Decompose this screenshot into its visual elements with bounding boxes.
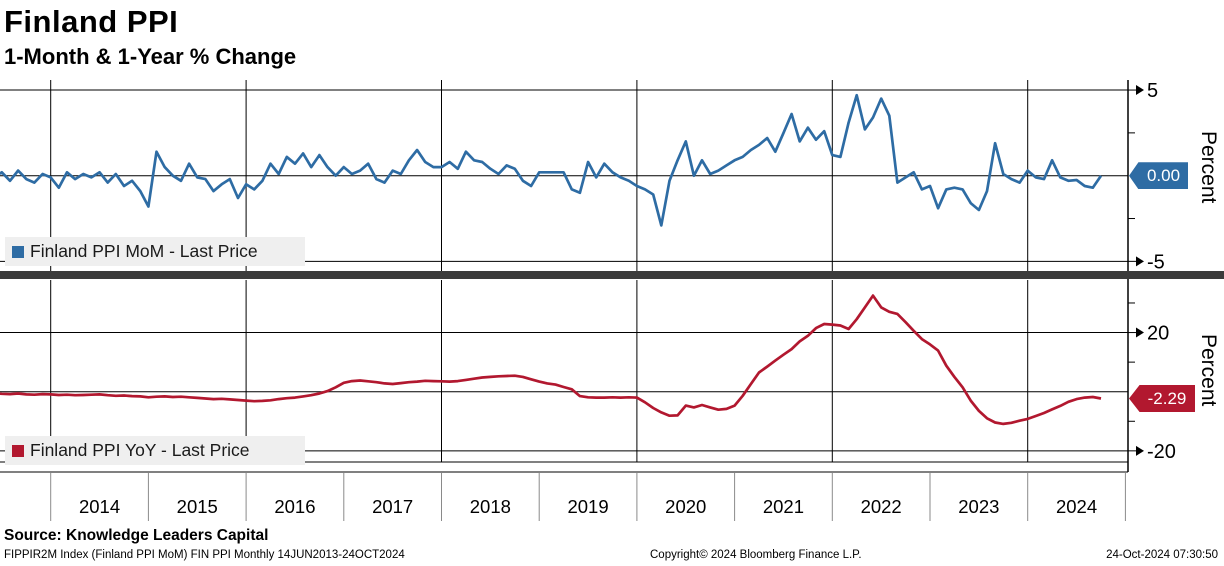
svg-text:5: 5 [1147,80,1158,102]
year-tick-label: 2014 [79,496,120,517]
year-tick-label: 2017 [372,496,413,517]
svg-text:-5: -5 [1147,251,1165,273]
legend-mom-label: Finland PPI MoM - Last Price [30,241,258,261]
legend-yoy[interactable]: Finland PPI YoY - Last Price [5,436,305,465]
year-tick-label: 2015 [177,496,218,517]
year-tick-label: 2023 [958,496,999,517]
svg-text:-20: -20 [1147,441,1176,463]
last-price-tag-mom: 0.00 [1129,162,1188,190]
year-tick-label: 2018 [470,496,511,517]
ticker-info: FIPPIR2M Index (Finland PPI MoM) FIN PPI… [4,549,405,561]
year-tick-label: 2021 [763,496,804,517]
timestamp: 24-Oct-2024 07:30:50 [1106,549,1218,561]
year-tick-label: 2019 [567,496,608,517]
year-tick-label: 2016 [274,496,315,517]
copyright-notice: Copyright© 2024 Bloomberg Finance L.P. [650,549,862,561]
yoy-series-swatch-icon [12,444,24,457]
page-title: Finland PPI [4,4,179,39]
mom-series-swatch-icon [12,245,24,258]
axis-label-percent-bottom: Percent [1197,334,1220,407]
legend-mom[interactable]: Finland PPI MoM - Last Price [5,237,305,266]
legend-yoy-label: Finland PPI YoY - Last Price [30,440,250,460]
source-credit: Source: Knowledge Leaders Capital [4,527,269,544]
year-tick-label: 2024 [1056,496,1097,517]
page-subtitle: 1-Month & 1-Year % Change [4,44,297,69]
last-price-tag-yoy: -2.29 [1129,384,1195,412]
year-tick-label: 2020 [665,496,706,517]
axis-label-percent-top: Percent [1197,131,1220,204]
svg-text:20: 20 [1147,323,1169,345]
year-tick-label: 2022 [861,496,902,517]
